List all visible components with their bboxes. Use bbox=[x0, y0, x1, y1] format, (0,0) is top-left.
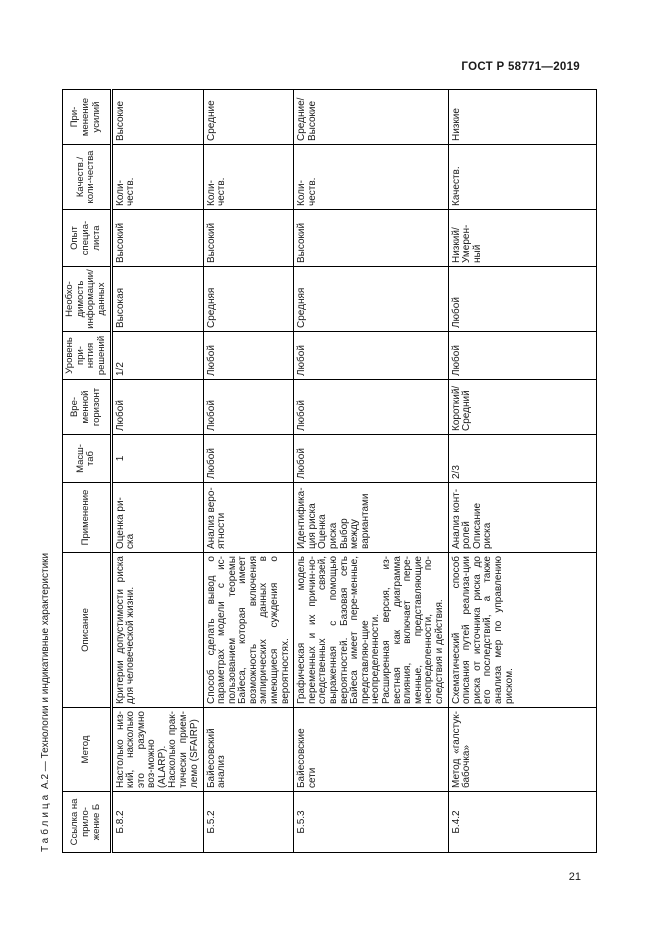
cell-expertise: Высокий bbox=[293, 209, 449, 267]
cell-method: Байесовский анализ bbox=[203, 707, 294, 792]
cell-qual-quant: Коли- честв. bbox=[293, 144, 449, 210]
cell-effort: Средние/ Высокие bbox=[293, 89, 449, 145]
col-header-effort: При-менение усилий bbox=[62, 89, 111, 145]
table-row-b52: Б.5.2 Байесовский анализ Способ сделать … bbox=[203, 89, 294, 853]
cell-time-horizon: Короткий/ Средний bbox=[448, 379, 597, 435]
rotated-table-area: Таблица А.2 — Технологии и индикативные … bbox=[40, 89, 597, 853]
table-row-b42: Б.4.2 Метод «галстук-бабочка» Схематичес… bbox=[448, 89, 597, 853]
cell-qual-quant: Коли- честв. bbox=[203, 144, 294, 210]
cell-time-horizon: Любой bbox=[203, 379, 294, 435]
cell-qual-quant: Коли- честв. bbox=[111, 144, 203, 210]
col-header-method: Метод bbox=[62, 707, 111, 792]
cell-info-need: Высокая bbox=[111, 266, 203, 332]
cell-effort: Низкие bbox=[448, 89, 597, 145]
col-header-ref: Ссылка на прило-жение Б bbox=[62, 791, 111, 853]
col-header-description: Описание bbox=[62, 552, 111, 708]
cell-ref: Б.5.2 bbox=[203, 791, 294, 853]
cell-method: Байесовские сети bbox=[293, 707, 449, 792]
standard-code: ГОСТ Р 58771—2019 bbox=[461, 61, 580, 73]
cell-ref: Б.5.3 bbox=[293, 791, 449, 853]
cell-application: Оценка ри-ска bbox=[111, 482, 203, 553]
cell-application: Анализ конт-ролей Описание риска bbox=[448, 482, 597, 553]
cell-info-need: Средняя bbox=[293, 266, 449, 332]
cell-time-horizon: Любой bbox=[111, 379, 203, 435]
col-header-qual-quant: Качеств./ коли-чества bbox=[62, 144, 111, 210]
cell-method: Настолько низ-кий, насколько это разумно… bbox=[111, 707, 203, 792]
table-row-b82: Б.8.2 Настолько низ-кий, насколько это р… bbox=[111, 89, 203, 853]
cell-decision-level: Любой bbox=[293, 331, 449, 380]
cell-application: Анализ веро-ятности bbox=[203, 482, 294, 553]
cell-ref: Б.4.2 bbox=[448, 791, 597, 853]
methods-table: Ссылка на прило-жение Б Метод Описание П… bbox=[62, 89, 597, 853]
cell-scale: 2/3 bbox=[448, 434, 597, 483]
col-header-decision-level: Уровень при-нятия решений bbox=[62, 331, 111, 380]
cell-ref: Б.8.2 bbox=[111, 791, 203, 853]
table-caption: Таблица А.2 — Технологии и индикативные … bbox=[40, 90, 51, 852]
cell-decision-level: 1/2 bbox=[111, 331, 203, 380]
col-header-info-need: Необхо-димость информации/ данных bbox=[62, 266, 111, 332]
rotated-table-inner: Таблица А.2 — Технологии и индикативные … bbox=[40, 89, 597, 853]
cell-time-horizon: Любой bbox=[293, 379, 449, 435]
table-caption-word: Таблица bbox=[40, 791, 51, 852]
cell-expertise: Низкий/ Умерен-ный bbox=[448, 209, 597, 267]
col-header-expertise: Опыт специа-листа bbox=[62, 209, 111, 267]
cell-expertise: Высокий bbox=[203, 209, 294, 267]
cell-scale: Любой bbox=[293, 434, 449, 483]
cell-description: Способ сделать вывод о параметрах модели… bbox=[203, 552, 294, 708]
cell-method: Метод «галстук-бабочка» bbox=[448, 707, 597, 792]
cell-scale: 1 bbox=[111, 434, 203, 483]
cell-description: Критерии допустимости риска для человече… bbox=[111, 552, 203, 708]
cell-application: Идентифика-ция риска Оценка риска Выбор … bbox=[293, 482, 449, 553]
cell-description: Графическая модель переменных и их причи… bbox=[293, 552, 449, 708]
cell-effort: Высокие bbox=[111, 89, 203, 145]
cell-decision-level: Любой bbox=[448, 331, 597, 380]
page-number: 21 bbox=[568, 871, 581, 883]
cell-decision-level: Любой bbox=[203, 331, 294, 380]
cell-description: Схематический способ описания путей реал… bbox=[448, 552, 597, 708]
cell-qual-quant: Качеств. bbox=[448, 144, 597, 210]
cell-info-need: Средняя bbox=[203, 266, 294, 332]
cell-effort: Средние bbox=[203, 89, 294, 145]
col-header-application: Применение bbox=[62, 482, 111, 553]
table-caption-text: А.2 — Технологии и индикативные характер… bbox=[40, 552, 51, 789]
cell-scale: Любой bbox=[203, 434, 294, 483]
header-row: Ссылка на прило-жение Б Метод Описание П… bbox=[62, 89, 111, 853]
cell-expertise: Высокий bbox=[111, 209, 203, 267]
table-row-b53: Б.5.3 Байесовские сети Графическая модел… bbox=[293, 89, 449, 853]
col-header-scale: Масш-таб bbox=[62, 434, 111, 483]
col-header-time-horizon: Вре-менной горизонт bbox=[62, 379, 111, 435]
cell-info-need: Любой bbox=[448, 266, 597, 332]
